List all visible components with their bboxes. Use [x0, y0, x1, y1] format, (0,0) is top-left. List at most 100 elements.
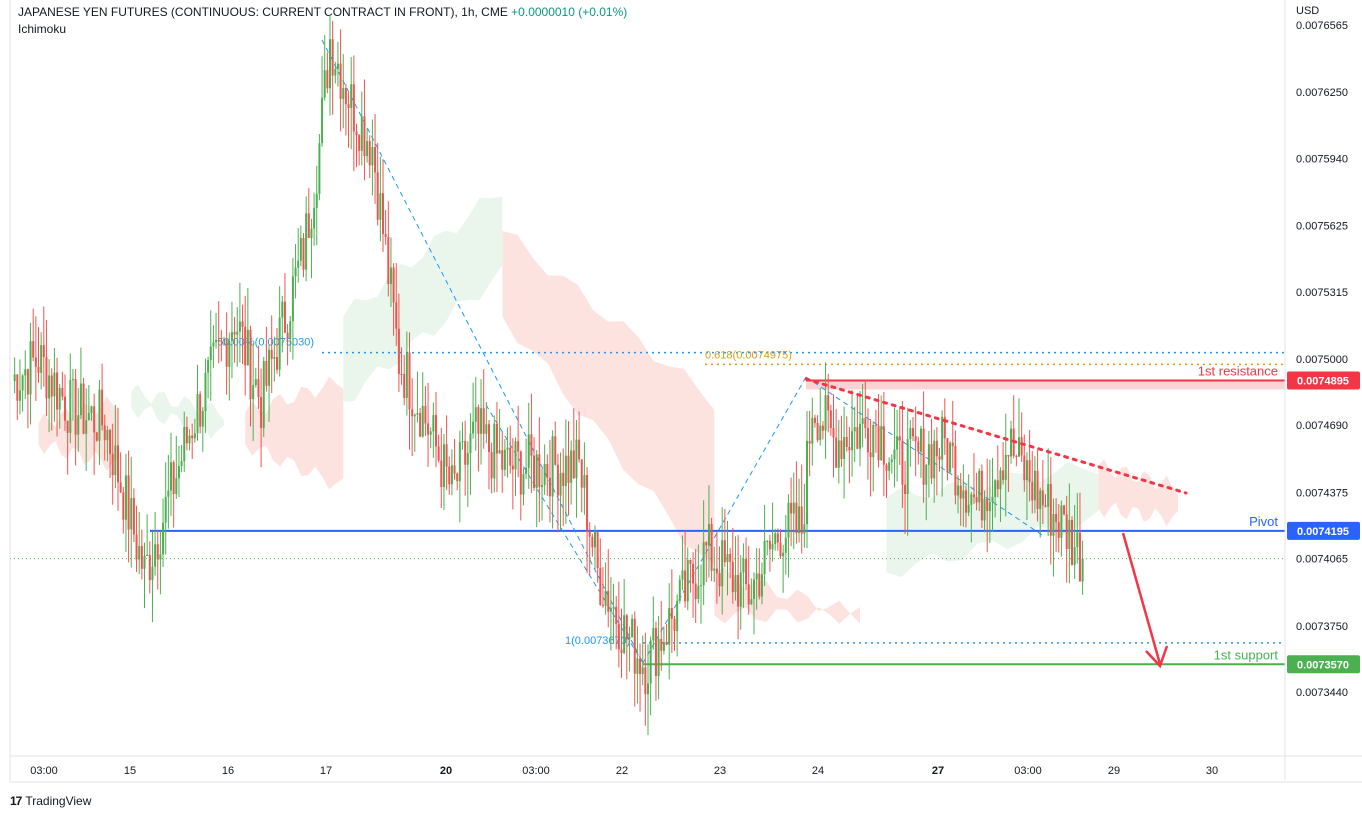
wedge-lower-line [805, 376, 1046, 538]
level-name: 1st support [1214, 647, 1279, 662]
candle-down [625, 615, 628, 640]
candle-down [1055, 514, 1058, 523]
candle-up [215, 339, 218, 343]
candle-up [413, 414, 416, 417]
level-price-label: 0.0074195 [1297, 526, 1349, 538]
candle-up [798, 506, 801, 533]
downtrend-line [804, 377, 1188, 495]
candle-up [713, 568, 716, 571]
candle-up [543, 463, 546, 485]
fib-1-label: 1(0.0073670) [565, 635, 630, 647]
candle-up [686, 559, 689, 602]
candle-down [199, 394, 202, 427]
candle-up [707, 524, 710, 546]
candle-up [196, 394, 199, 434]
candle-down [482, 408, 485, 434]
candle-down [185, 427, 188, 444]
candle-up [429, 431, 432, 435]
candle-up [466, 453, 469, 465]
candle-up [114, 445, 117, 476]
candle-down [596, 531, 599, 569]
candle-up [551, 436, 554, 497]
candle-down [93, 406, 96, 433]
x-tick-label: 17 [320, 765, 332, 777]
candle-down [217, 339, 220, 341]
candle-up [273, 357, 276, 359]
candle-up [77, 415, 80, 435]
candle-up [204, 372, 207, 412]
candle-down [1002, 470, 1005, 480]
candle-down [244, 326, 247, 366]
candle-up [146, 554, 149, 556]
candle-down [249, 329, 252, 400]
level-price-tag [1287, 655, 1360, 674]
candle-up [896, 436, 899, 450]
candle-up [21, 375, 24, 391]
candle-down [694, 583, 697, 599]
candle-down [511, 465, 514, 470]
candle-up [85, 420, 88, 434]
candle-up [647, 683, 649, 695]
candle-down [61, 387, 64, 397]
y-tick-label: 0.0074065 [1296, 554, 1348, 566]
candle-up [837, 440, 840, 468]
candle-down [845, 436, 848, 448]
candle-down [718, 573, 721, 587]
candle-down [400, 373, 403, 375]
x-tick-label: 03:00 [30, 765, 58, 777]
x-tick-label: 22 [616, 765, 628, 777]
candle-down [715, 568, 718, 574]
indicator-label[interactable]: Ichimoku [18, 22, 67, 36]
candle-down [95, 432, 98, 441]
candle-up [310, 228, 313, 238]
candle-up [1060, 505, 1063, 538]
candle-up [71, 379, 74, 381]
candle-up [697, 585, 700, 599]
x-tick-label: 23 [714, 765, 726, 777]
tradingview-footer[interactable]: 17 TradingView [10, 794, 91, 808]
candle-down [220, 340, 223, 342]
y-tick-label: 0.0075315 [1296, 287, 1348, 299]
candle-down [705, 542, 708, 546]
candle-down [747, 584, 750, 605]
candle-up [652, 627, 655, 641]
candle-up [480, 408, 483, 434]
candle-up [48, 375, 51, 399]
candle-up [784, 537, 787, 553]
x-tick-label: 03:00 [1014, 765, 1042, 777]
candle-down [588, 532, 591, 537]
candle-down [827, 395, 830, 411]
candle-down [233, 332, 236, 335]
candle-up [177, 466, 180, 479]
candle-up [641, 667, 644, 675]
candle-up [151, 566, 154, 581]
candle-down [456, 473, 459, 482]
candle-up [766, 540, 769, 542]
candle-down [904, 484, 907, 495]
candle-up [138, 545, 141, 560]
candle-down [1015, 455, 1018, 457]
candle-down [1020, 437, 1023, 456]
candle-up [79, 383, 82, 416]
candle-up [212, 342, 215, 347]
candle-up [281, 301, 284, 318]
candle-down [435, 415, 437, 447]
candle-up [1039, 490, 1042, 509]
candle-down [440, 460, 443, 487]
candle-down [464, 441, 467, 465]
candle-down [1028, 460, 1031, 483]
candle-down [975, 497, 978, 503]
candle-down [509, 447, 512, 466]
candle-down [938, 456, 941, 460]
candle-down [856, 427, 859, 449]
candle-down [517, 441, 520, 452]
candle-down [45, 357, 48, 399]
candle-up [594, 531, 596, 548]
candle-up [681, 570, 684, 580]
candle-up [994, 480, 997, 497]
candle-up [927, 444, 930, 465]
candle-down [501, 450, 504, 470]
candle-down [530, 434, 533, 456]
candle-up [700, 585, 702, 587]
